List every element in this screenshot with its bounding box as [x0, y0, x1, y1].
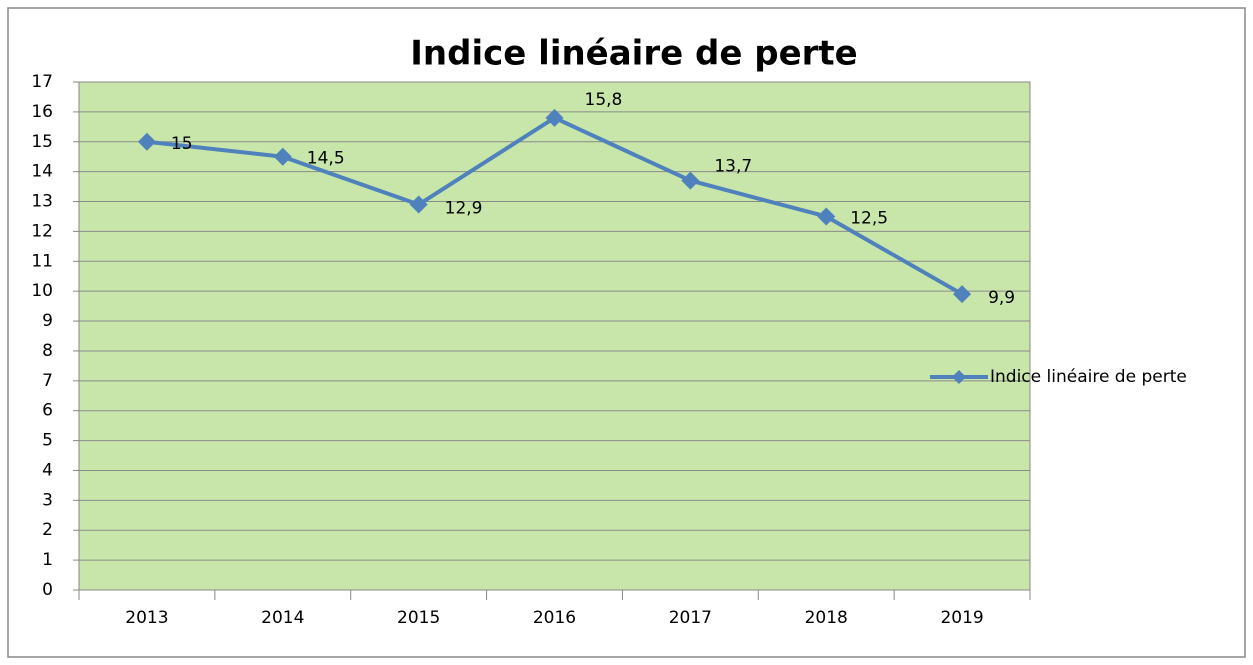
y-tick-label: 1 — [42, 550, 53, 570]
y-tick-label: 13 — [31, 192, 53, 212]
plot-area — [78, 81, 1031, 591]
chart-title: Indice linéaire de perte — [410, 34, 857, 74]
marker — [817, 207, 836, 226]
y-tick-label: 2 — [42, 520, 53, 540]
y-tick-label: 0 — [42, 580, 53, 600]
legend-marker — [952, 370, 966, 384]
y-tick-label: 15 — [31, 132, 53, 152]
marker — [681, 171, 700, 190]
x-tick-label: 2013 — [125, 608, 168, 628]
y-tick-label: 4 — [42, 460, 53, 480]
y-tick-label: 17 — [31, 72, 53, 92]
marker — [409, 195, 428, 214]
y-tick-label: 7 — [42, 371, 53, 391]
marker — [953, 285, 972, 304]
y-tick-label: 3 — [42, 490, 53, 510]
y-tick-label: 11 — [31, 251, 53, 271]
data-label: 15,8 — [585, 90, 623, 110]
marker — [137, 132, 156, 151]
y-tick-label: 16 — [31, 102, 53, 122]
x-tick-label: 2014 — [261, 608, 304, 628]
data-label: 12,9 — [445, 199, 483, 219]
marker — [545, 108, 564, 127]
y-tick-label: 12 — [31, 221, 53, 241]
y-tick-label: 9 — [42, 311, 53, 331]
data-label: 14,5 — [307, 149, 345, 169]
y-tick-label: 14 — [31, 162, 53, 182]
x-tick-label: 2017 — [669, 608, 712, 628]
y-tick-label: 5 — [42, 431, 53, 451]
y-tick-label: 8 — [42, 341, 53, 361]
x-tick-label: 2016 — [533, 608, 576, 628]
x-tick-label: 2019 — [940, 608, 983, 628]
data-label: 15 — [171, 134, 193, 154]
legend-label: Indice linéaire de perte — [990, 367, 1187, 387]
y-tick-label: 10 — [31, 281, 53, 301]
data-label: 9,9 — [988, 288, 1015, 308]
data-label: 13,7 — [714, 157, 752, 177]
marker — [273, 147, 292, 166]
x-tick-label: 2015 — [397, 608, 440, 628]
x-tick-label: 2018 — [805, 608, 848, 628]
data-label: 12,5 — [850, 208, 888, 228]
y-tick-label: 6 — [42, 401, 53, 421]
